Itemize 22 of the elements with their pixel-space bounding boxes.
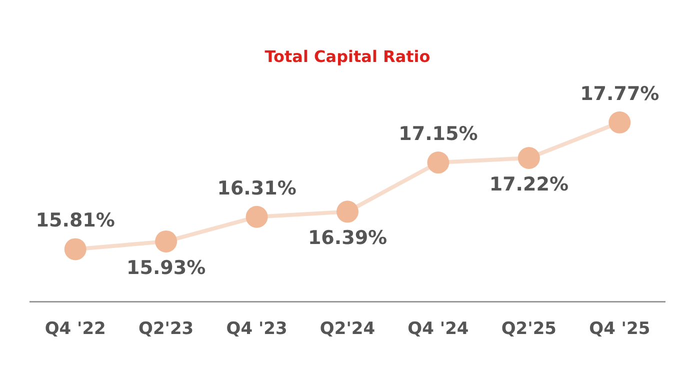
data-label: 15.81%	[36, 210, 115, 232]
point	[155, 230, 178, 252]
x-tick-label: Q4 '23	[226, 319, 288, 340]
point	[246, 206, 268, 228]
x-tick-label: Q4 '25	[589, 319, 650, 340]
data-label: 15.93%	[126, 256, 206, 279]
x-tick-label: Q4 '24	[408, 319, 469, 340]
x-tick-label: Q2'23	[138, 319, 194, 340]
data-label: 16.39%	[308, 227, 388, 250]
x-tick-label: Q2'24	[320, 319, 376, 340]
x-tick-label: Q4 '22	[44, 319, 106, 340]
point	[336, 200, 358, 223]
data-label: 17.22%	[489, 173, 568, 196]
point	[518, 147, 540, 169]
point	[608, 111, 631, 134]
data-label: 17.15%	[398, 122, 478, 145]
point	[64, 238, 86, 260]
chart-title: Total Capital Ratio	[264, 46, 430, 66]
data-label: 16.31%	[217, 177, 296, 200]
x-tick-label: Q2'25	[501, 319, 557, 340]
data-label: 17.77%	[580, 82, 660, 105]
point	[427, 152, 450, 174]
